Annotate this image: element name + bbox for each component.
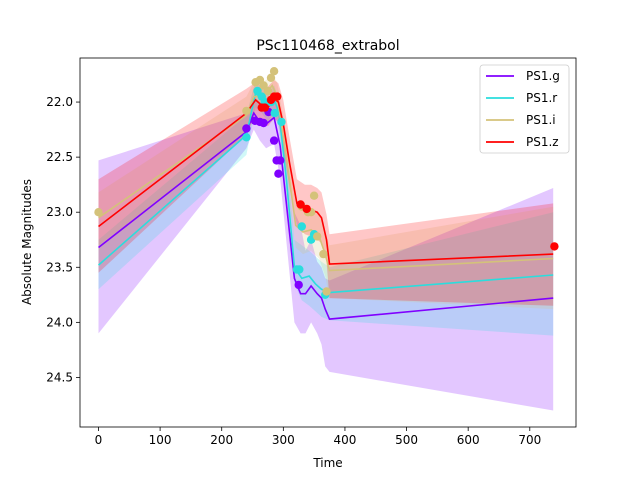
legend-label: PS1.i [526, 113, 556, 127]
point-ps1-g [269, 136, 279, 145]
legend-box [479, 64, 570, 154]
axes-frame [79, 57, 577, 428]
y-tick-label: 24.0 [46, 315, 73, 329]
line-ps1-z [98, 97, 554, 265]
y-tick-label: 22.0 [46, 95, 73, 109]
y-tick-label: 24.5 [46, 370, 73, 384]
point-ps1-g [242, 124, 251, 133]
x-tick-label: 300 [272, 433, 295, 447]
point-ps1-i [309, 191, 319, 200]
point-ps1-i [94, 208, 103, 217]
point-ps1-g [276, 156, 285, 165]
legend-label: PS1.z [526, 135, 559, 149]
point-ps1-r [277, 117, 286, 127]
y-tick-label: 23.0 [46, 205, 73, 219]
point-ps1-r [295, 265, 304, 274]
point-ps1-i [319, 249, 328, 259]
x-axis-label: Time [312, 456, 342, 470]
data-points [94, 67, 559, 299]
band-ps1-g [98, 96, 554, 411]
point-ps1-i [269, 67, 279, 76]
x-tick-label: 700 [518, 433, 541, 447]
plot-area [94, 67, 559, 411]
point-ps1-i [322, 287, 331, 296]
legend: PS1.g PS1.r PS1.i PS1.z [479, 64, 570, 154]
point-ps1-z [550, 242, 559, 251]
line-ps1-r [97, 91, 554, 294]
y-tick-label: 23.5 [46, 260, 73, 274]
y-axis-label: Absolute Magnitudes [20, 179, 34, 305]
point-ps1-r [297, 222, 306, 231]
point-ps1-g [274, 169, 283, 178]
band-ps1-z [98, 80, 554, 306]
confidence-bands [98, 74, 554, 411]
y-tick-label: 22.5 [46, 150, 73, 164]
x-tick-label: 500 [395, 433, 418, 447]
line-ps1-i [98, 83, 554, 272]
point-ps1-g [259, 118, 268, 128]
point-ps1-i [242, 106, 251, 116]
point-ps1-z [273, 92, 282, 101]
x-tick-label: 600 [457, 433, 480, 447]
x-tick-label: 200 [210, 433, 233, 447]
chart-title: PSc110468_extrabol [256, 38, 399, 54]
point-ps1-g [294, 280, 303, 290]
band-ps1-i [98, 74, 554, 310]
legend-label: PS1.g [526, 69, 560, 83]
y-axis: 22.0 22.5 23.0 23.5 24.0 24.5 [46, 95, 80, 384]
x-tick-label: 400 [333, 433, 356, 447]
x-axis: 0 100 200 300 400 500 600 700 [95, 427, 541, 447]
point-ps1-z [296, 200, 305, 209]
band-ps1-r [98, 80, 554, 336]
point-ps1-i [263, 86, 273, 96]
point-ps1-i [313, 232, 322, 241]
point-ps1-r [270, 108, 279, 118]
x-tick-label: 0 [95, 433, 103, 447]
x-tick-label: 100 [149, 433, 172, 447]
point-ps1-z [302, 204, 311, 214]
point-ps1-r [242, 133, 251, 142]
point-ps1-i [266, 73, 276, 83]
legend-label: PS1.r [526, 91, 557, 105]
point-ps1-z [260, 103, 269, 112]
